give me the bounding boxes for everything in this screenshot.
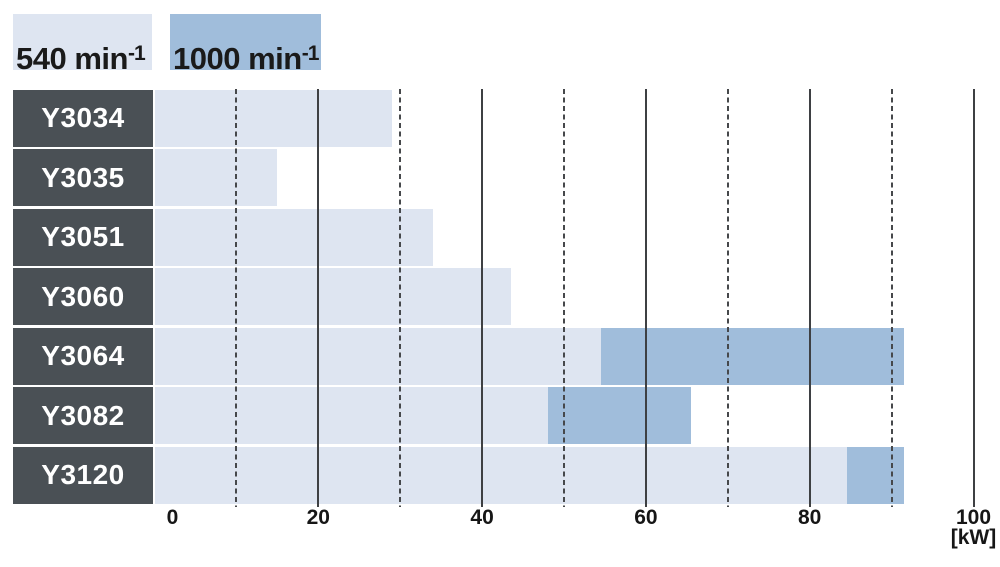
bar-1000: [846, 446, 904, 504]
bar-1000: [547, 387, 691, 444]
superscript: -1: [127, 42, 146, 66]
row-label: Y3051: [13, 208, 153, 266]
bar-540: [154, 149, 278, 206]
x-tick-label: 0: [166, 506, 179, 529]
chart-row: Y3060: [0, 268, 1000, 325]
superscript: -1: [301, 42, 320, 66]
gridline-solid: [972, 89, 975, 507]
legend-label-540: 540 min-1: [16, 41, 146, 76]
bar-540: [154, 387, 548, 444]
row-label: Y3082: [13, 387, 153, 444]
bar-1000: [600, 327, 904, 385]
row-label: Y3064: [13, 327, 153, 385]
legend-label-1000: 1000 min-1: [173, 41, 320, 76]
legend-swatch-540: 540 min-1: [13, 14, 152, 74]
gridline-solid: [644, 89, 647, 507]
chart-row: Y3082: [0, 387, 1000, 444]
row-label: Y3034: [13, 89, 153, 147]
bar-540: [154, 446, 847, 504]
bar-540: [154, 89, 392, 147]
x-tick-label: 40: [470, 506, 494, 529]
gridline-solid: [481, 89, 484, 507]
gridline-dashed: [399, 89, 402, 507]
x-tick-label: 100: [955, 506, 992, 529]
gridline-dashed: [890, 89, 893, 507]
bar-540: [154, 327, 601, 385]
x-tick-label: 80: [798, 506, 822, 529]
chart-row: Y3051: [0, 208, 1000, 266]
gridline-solid: [317, 89, 320, 507]
chart-row: Y3120: [0, 446, 1000, 504]
bar-540: [154, 268, 511, 325]
gridline-dashed: [563, 89, 565, 507]
row-label: Y3120: [13, 446, 153, 504]
bar-540: [154, 208, 433, 266]
x-axis-unit-label: [kW]: [950, 526, 997, 549]
gridline-dashed: [235, 89, 238, 507]
x-tick-label: 60: [634, 506, 658, 529]
legend-swatch-1000: 1000 min-1: [170, 14, 321, 74]
chart-row: Y3034: [0, 89, 1000, 147]
gridline-dashed: [726, 89, 729, 507]
chart-row: Y3035: [0, 149, 1000, 206]
row-label: Y3035: [13, 149, 153, 206]
gridline-solid: [808, 89, 811, 507]
chart-row: Y3064: [0, 327, 1000, 385]
x-tick-label: 20: [306, 506, 330, 529]
row-label: Y3060: [13, 268, 153, 325]
